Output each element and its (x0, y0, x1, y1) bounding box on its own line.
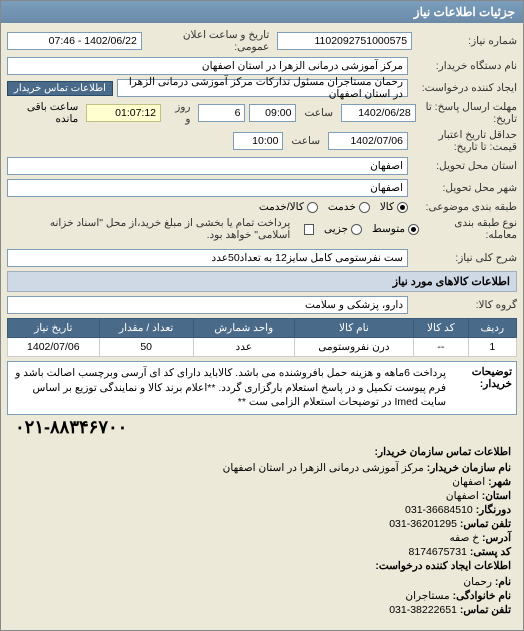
cell-name: درن نفروستومی (294, 338, 413, 357)
number-label: شماره نیاز: (416, 35, 517, 47)
addr-value: خ صفه (450, 532, 480, 544)
lname-label: نام خانوادگی: (453, 590, 511, 602)
group-field: دارو، پزشکی و سلامت (7, 296, 408, 314)
buyer-notes-box: توضیحات خریدار: پرداخت 6ماهه و هزینه حمل… (7, 361, 517, 415)
c-phone-value: 031-36201295 (389, 518, 457, 530)
table-row: 1 -- درن نفروستومی عدد 50 1402/07/06 (8, 338, 517, 357)
c-city-value: اصفهان (452, 476, 485, 488)
c-phone-label: تلفن تماس: (460, 518, 511, 530)
radio-icon (359, 202, 370, 213)
window-title: جزئیات اطلاعات نیاز (1, 1, 523, 23)
th-unit: واحد شمارش (193, 319, 294, 338)
cphone-label: تلفن تماس: (460, 604, 511, 616)
valid-label: حداقل تاریخ اعتبار قیمت: تا تاریخ: (412, 129, 517, 153)
reply-date-field: 1402/06/28 (341, 104, 416, 122)
radio-icon (408, 224, 419, 235)
subject-class-group: کالا خدمت کالا/خدمت (259, 201, 408, 213)
requester-label: ایجاد کننده درخواست: (412, 82, 517, 94)
city-label: شهر محل تحویل: (412, 182, 517, 194)
goods-section-header: اطلاعات کالاهای مورد نیاز (7, 271, 517, 292)
reply-time-field: 09:00 (249, 104, 296, 122)
th-code: کد کالا (414, 319, 468, 338)
buyer-field: مرکز آموزشی درمانی الزهرا در استان اصفها… (7, 57, 408, 75)
fname-value: رحمان (463, 576, 492, 588)
announce-label: تاریخ و ساعت اعلان عمومی: (146, 29, 273, 53)
requester-field: رحمان مستاجران مسئول تدارکات مرکز آموزشی… (117, 79, 408, 97)
need-field: ست نفرستومی کامل سایز12 به تعداد50عدد (7, 249, 408, 267)
subject-class-label: طبقه بندی موضوعی: (412, 201, 517, 213)
cell-unit: عدد (193, 338, 294, 357)
days-label: روز و (165, 101, 194, 125)
fname-label: نام: (495, 576, 511, 588)
cell-code: -- (414, 338, 468, 357)
buyer-label: نام دستگاه خریدار: (412, 60, 517, 72)
cphone-value: 031-38222651 (389, 604, 457, 616)
table-header-row: ردیف کد کالا نام کالا واحد شمارش تعداد /… (8, 319, 517, 338)
fax-value: 031-36684510 (405, 504, 473, 516)
valid-time-field: 10:00 (233, 132, 283, 150)
remaining-label: ساعت باقی مانده (7, 101, 82, 125)
radio-medium[interactable]: متوسط (372, 223, 419, 235)
trans-class-group: متوسط جزیی پرداخت تمام یا بخشی از مبلغ خ… (7, 217, 419, 241)
province-field: اصفهان (7, 157, 408, 175)
goods-table: ردیف کد کالا نام کالا واحد شمارش تعداد /… (7, 318, 517, 357)
c-province-value: اصفهان (446, 490, 479, 502)
reply-time-label: ساعت (300, 107, 337, 119)
days-field: 6 (198, 104, 245, 122)
treasury-checkbox[interactable] (304, 224, 314, 235)
addr-label: آدرس: (482, 532, 511, 544)
radio-icon (307, 202, 318, 213)
timer-field: 01:07:12 (86, 104, 161, 122)
radio-goods[interactable]: کالا (380, 201, 408, 213)
radio-icon (397, 202, 408, 213)
th-qty: تعداد / مقدار (99, 319, 193, 338)
contact-title: اطلاعات تماس سازمان خریدار: (13, 446, 511, 458)
org-value: مرکز آموزشی درمانی الزهرا در استان اصفها… (223, 462, 424, 474)
valid-date-field: 1402/07/06 (328, 132, 408, 150)
c-city-label: شهر: (488, 476, 511, 488)
th-row: ردیف (468, 319, 516, 338)
notes-label: توضیحات خریدار: (452, 366, 512, 410)
reply-deadline-label: مهلت ارسال پاسخ: تا تاریخ: (420, 101, 517, 125)
org-label: نام سازمان خریدار: (427, 462, 511, 474)
cell-qty: 50 (99, 338, 193, 357)
lname-value: مستاجران (405, 590, 449, 602)
th-name: نام کالا (294, 319, 413, 338)
group-label: گروه کالا: (412, 299, 517, 311)
radio-icon (351, 224, 362, 235)
treasury-note: پرداخت تمام یا بخشی از مبلغ خرید،از محل … (7, 217, 294, 241)
c-province-label: استان: (482, 490, 511, 502)
creator-title: اطلاعات ایجاد کننده درخواست: (13, 560, 511, 572)
province-label: استان محل تحویل: (412, 160, 517, 172)
phone-big: ۰۲۱-۸۸۳۴۶۷۰۰ (7, 415, 517, 440)
valid-time-label: ساعت (287, 135, 324, 147)
notes-text: پرداخت 6ماهه و هزینه حمل بافروشنده می با… (12, 366, 446, 410)
th-date: تاریخ نیاز (8, 319, 100, 338)
postal-value: 8174675731 (409, 546, 467, 558)
contact-info-button[interactable]: اطلاعات تماس خریدار (7, 81, 113, 96)
contact-section: اطلاعات تماس سازمان خریدار: نام سازمان خ… (7, 440, 517, 624)
trans-class-label: نوع طبقه بندی معامله: (423, 217, 517, 241)
radio-service[interactable]: خدمت (328, 201, 370, 213)
postal-label: کد پستی: (470, 546, 511, 558)
cell-row: 1 (468, 338, 516, 357)
announce-field: 1402/06/22 - 07:46 (7, 32, 142, 50)
need-label: شرح کلی نیاز: (412, 252, 517, 264)
city-field: اصفهان (7, 179, 408, 197)
number-field: 1102092751000575 (277, 32, 412, 50)
fax-label: دورنگار: (476, 504, 511, 516)
radio-minor[interactable]: جزیی (324, 223, 362, 235)
cell-date: 1402/07/06 (8, 338, 100, 357)
radio-both[interactable]: کالا/خدمت (259, 201, 318, 213)
